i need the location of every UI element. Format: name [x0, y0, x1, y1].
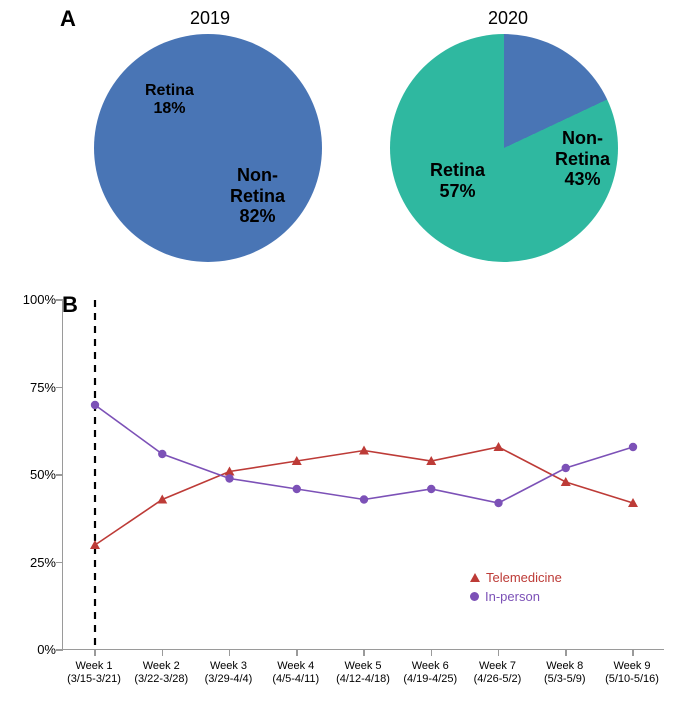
- series-marker-in-person-4: [360, 495, 368, 503]
- series-marker-in-person-1: [158, 450, 166, 458]
- pie-0-slice-label-0: Retina18%: [145, 82, 194, 119]
- ytick-100: 100%: [12, 292, 56, 307]
- xtick-6: Week 7(4/26-5/2): [474, 660, 522, 685]
- xtick-0: Week 1(3/15-3/21): [67, 660, 121, 685]
- pie-1-slice-label-1: Retina57%: [430, 160, 485, 201]
- ytick-0: 0%: [12, 642, 56, 657]
- circle-icon: [470, 592, 479, 601]
- pie-0-slice-label-1: Non-Retina82%: [230, 165, 285, 227]
- series-marker-in-person-8: [629, 443, 637, 451]
- panel-a-label: A: [60, 6, 76, 32]
- xtick-7: Week 8(5/3-5/9): [544, 660, 586, 685]
- legend-item-telemedicine: Telemedicine: [470, 570, 562, 585]
- xtick-2: Week 3(3/29-4/4): [205, 660, 253, 685]
- xtick-4: Week 5(4/12-4/18): [336, 660, 390, 685]
- series-marker-in-person-3: [293, 485, 301, 493]
- series-marker-telemedicine-0: [90, 540, 100, 549]
- legend-label: Telemedicine: [486, 570, 562, 585]
- series-marker-in-person-0: [91, 401, 99, 409]
- ytick-50: 50%: [12, 467, 56, 482]
- series-marker-telemedicine-1: [157, 495, 167, 504]
- series-marker-in-person-7: [562, 464, 570, 472]
- pie-title-1: 2020: [488, 8, 528, 29]
- pie-0: [94, 34, 322, 262]
- legend: Telemedicine In-person: [470, 570, 562, 608]
- series-marker-in-person-2: [225, 474, 233, 482]
- line-chart-plot-area: [62, 300, 664, 650]
- legend-label: In-person: [485, 589, 540, 604]
- legend-item-in-person: In-person: [470, 589, 562, 604]
- series-marker-in-person-6: [494, 499, 502, 507]
- pie-1-slice-label-0: Non-Retina43%: [555, 128, 610, 190]
- triangle-icon: [470, 573, 480, 582]
- pie-title-0: 2019: [190, 8, 230, 29]
- series-marker-in-person-5: [427, 485, 435, 493]
- xtick-1: Week 2(3/22-3/28): [134, 660, 188, 685]
- xtick-8: Week 9(5/10-5/16): [605, 660, 659, 685]
- xtick-3: Week 4(4/5-4/11): [272, 660, 319, 685]
- ytick-75: 75%: [12, 380, 56, 395]
- series-marker-telemedicine-6: [494, 442, 504, 451]
- series-marker-telemedicine-7: [561, 477, 571, 486]
- ytick-25: 25%: [12, 555, 56, 570]
- xtick-5: Week 6(4/19-4/25): [403, 660, 457, 685]
- series-marker-telemedicine-4: [359, 446, 369, 455]
